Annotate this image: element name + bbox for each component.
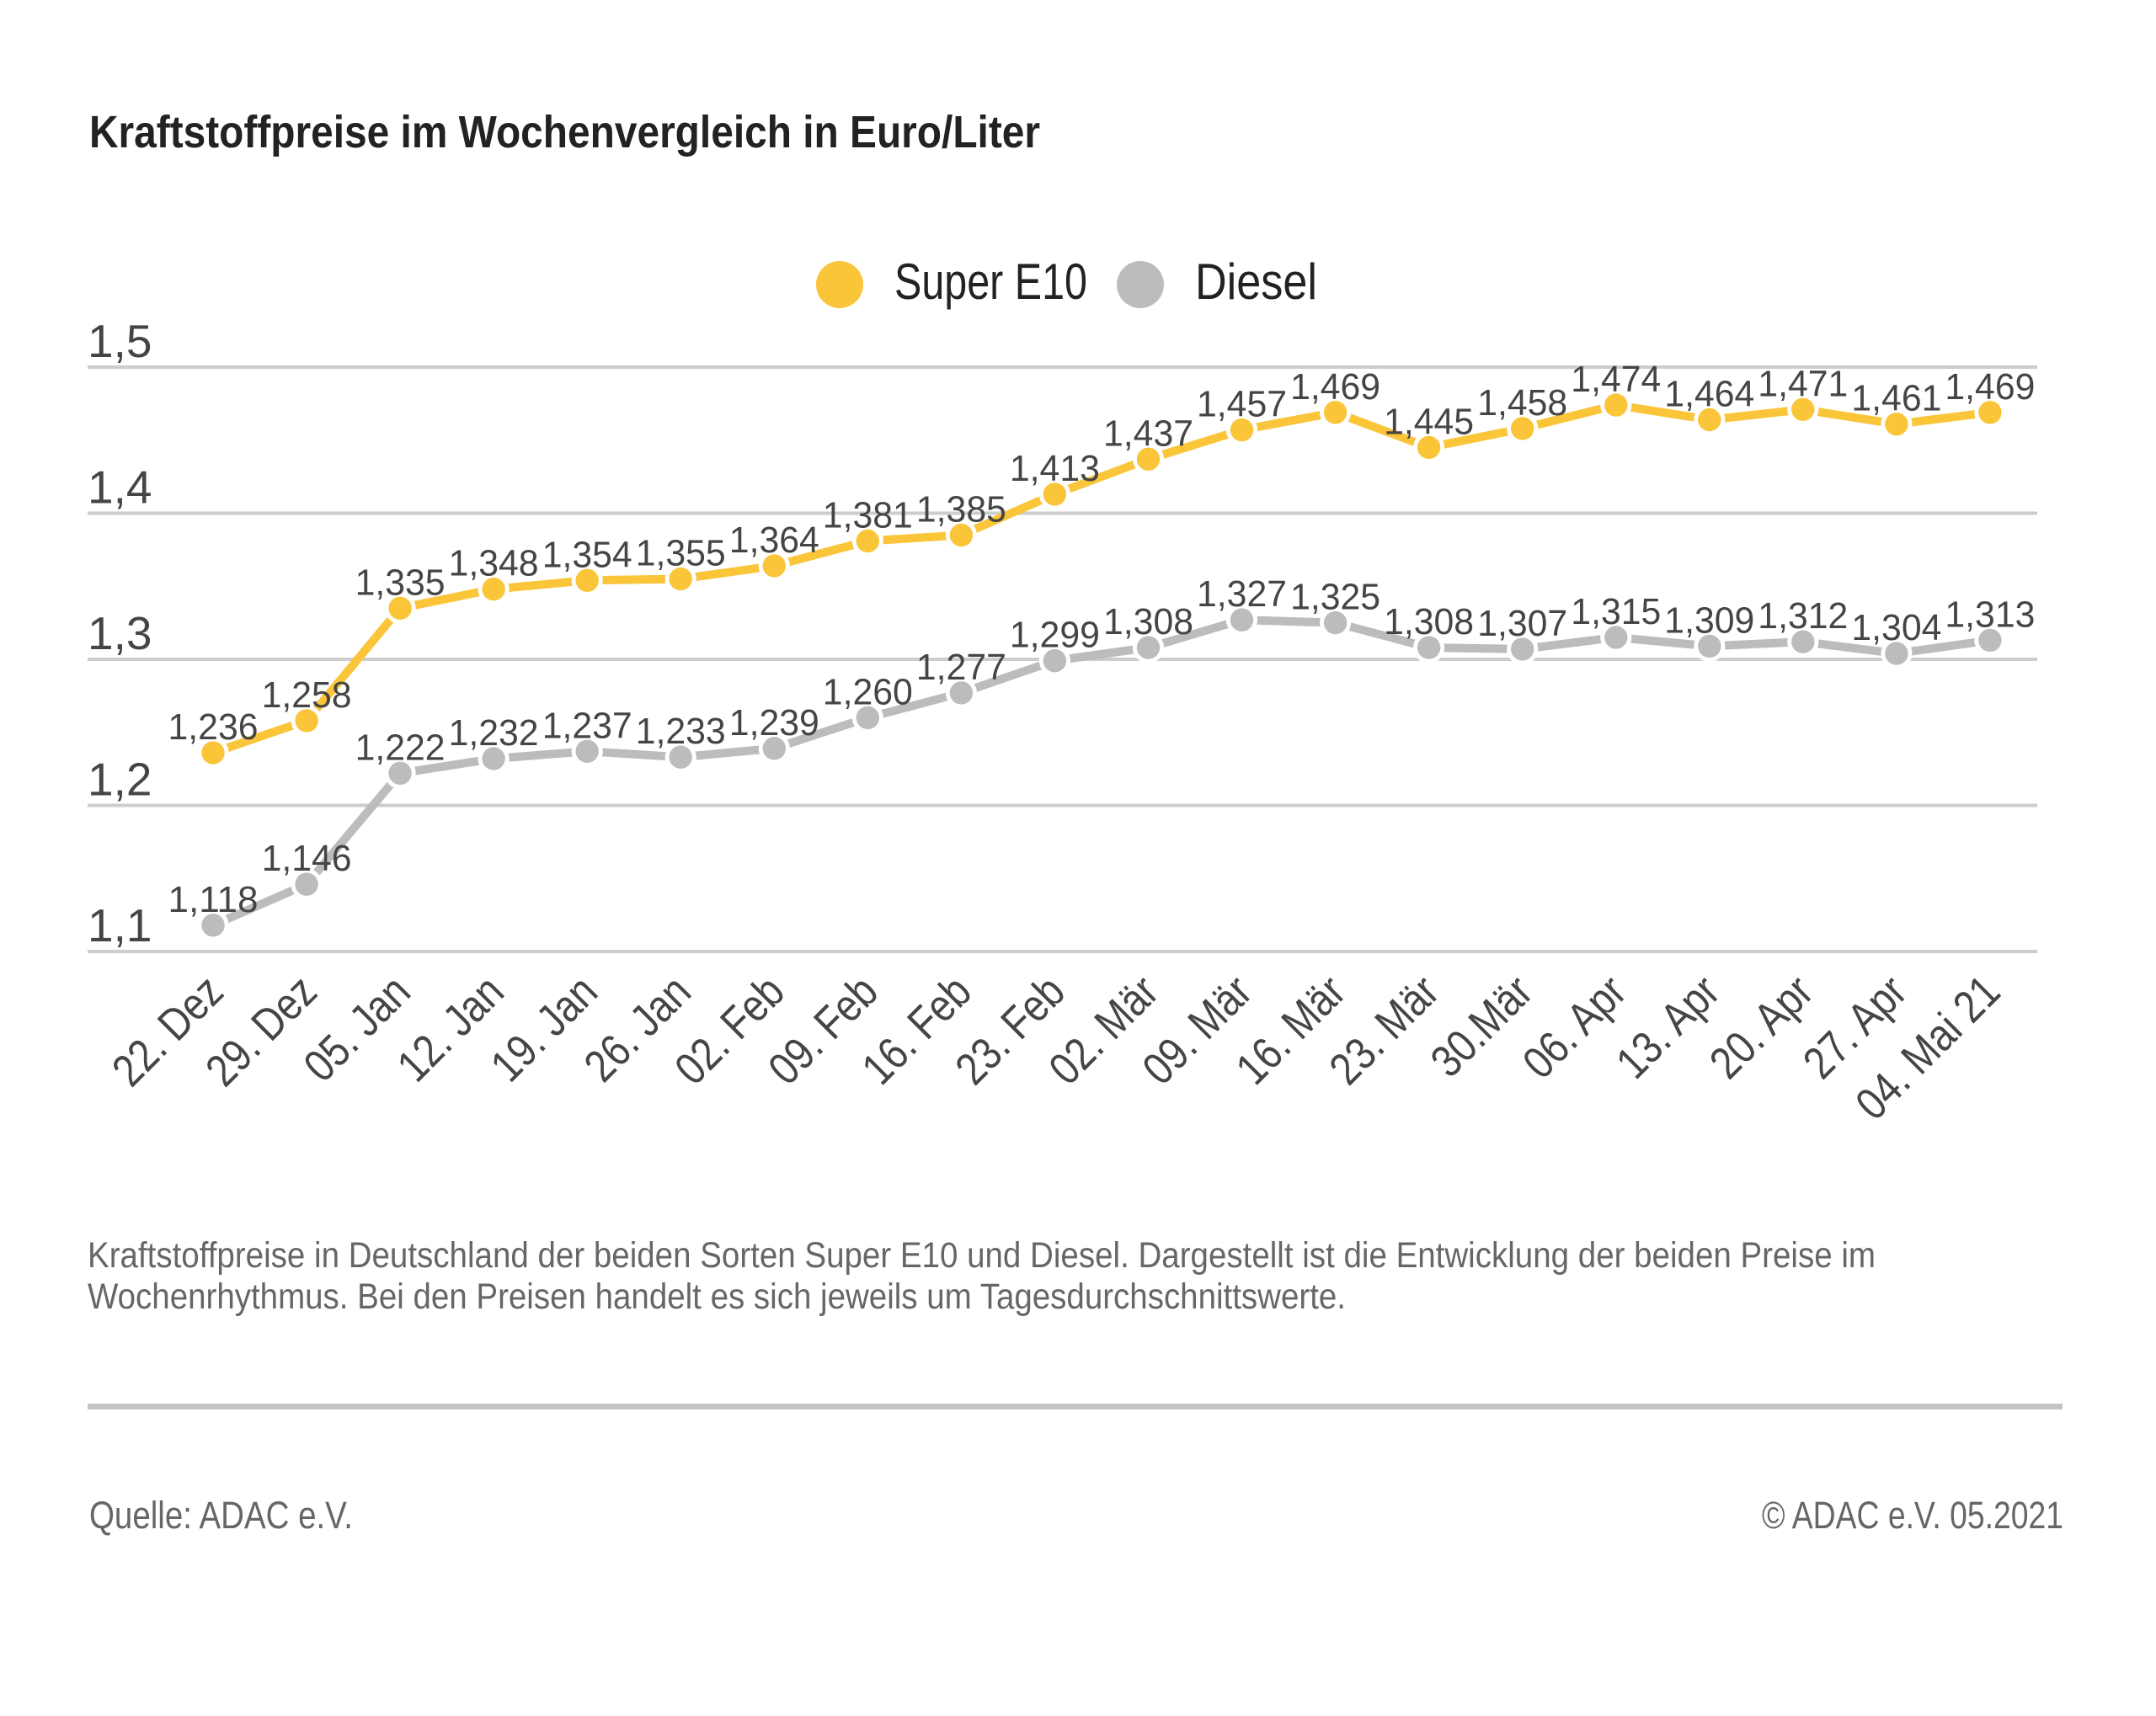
svg-text:1,304: 1,304: [1851, 607, 1941, 648]
svg-text:1,437: 1,437: [1103, 413, 1193, 454]
svg-text:1,471: 1,471: [1758, 363, 1848, 404]
svg-text:1,381: 1,381: [823, 495, 913, 536]
svg-text:1,445: 1,445: [1384, 401, 1474, 442]
svg-text:Kraftstoffpreise in Deutschlan: Kraftstoffpreise in Deutschland der beid…: [88, 1235, 1876, 1276]
svg-text:1,348: 1,348: [449, 543, 539, 584]
svg-text:Quelle: ADAC e.V.: Quelle: ADAC e.V.: [89, 1494, 353, 1537]
svg-text:1,146: 1,146: [262, 838, 352, 879]
svg-text:1,469: 1,469: [1945, 366, 2035, 408]
svg-text:1,355: 1,355: [636, 533, 726, 574]
svg-text:1,458: 1,458: [1477, 382, 1567, 424]
svg-text:1,469: 1,469: [1290, 366, 1380, 408]
svg-text:1,307: 1,307: [1477, 603, 1567, 644]
svg-text:1,335: 1,335: [355, 562, 446, 603]
svg-text:1,2: 1,2: [88, 754, 152, 806]
svg-text:1,308: 1,308: [1384, 601, 1474, 642]
svg-text:1,5: 1,5: [88, 315, 152, 367]
svg-text:1,260: 1,260: [823, 671, 913, 712]
svg-text:1,239: 1,239: [729, 702, 819, 743]
svg-text:1,385: 1,385: [916, 489, 1006, 530]
svg-text:Diesel: Diesel: [1195, 253, 1317, 310]
svg-text:1,277: 1,277: [916, 647, 1006, 688]
svg-text:1,232: 1,232: [449, 712, 539, 754]
svg-text:1,237: 1,237: [542, 705, 632, 746]
svg-text:1,233: 1,233: [636, 711, 726, 752]
svg-text:Super E10: Super E10: [894, 253, 1087, 310]
svg-text:1,327: 1,327: [1197, 573, 1287, 615]
svg-text:1,315: 1,315: [1571, 591, 1661, 632]
svg-text:© ADAC e.V. 05.2021: © ADAC e.V. 05.2021: [1762, 1494, 2063, 1537]
svg-text:1,354: 1,354: [542, 534, 632, 575]
svg-text:Wochenrhythmus. Bei den Preise: Wochenrhythmus. Bei den Preisen handelt …: [88, 1276, 1346, 1317]
svg-text:1,325: 1,325: [1290, 577, 1380, 618]
svg-text:1,312: 1,312: [1758, 595, 1848, 637]
svg-text:1,1: 1,1: [88, 899, 152, 951]
svg-text:1,236: 1,236: [168, 706, 259, 748]
svg-text:1,461: 1,461: [1851, 378, 1941, 419]
svg-text:1,258: 1,258: [262, 674, 352, 716]
svg-text:1,364: 1,364: [729, 520, 819, 561]
svg-text:1,413: 1,413: [1010, 448, 1100, 489]
svg-text:1,4: 1,4: [88, 461, 152, 514]
svg-text:1,474: 1,474: [1571, 359, 1661, 400]
svg-text:1,118: 1,118: [168, 879, 259, 920]
svg-text:1,464: 1,464: [1664, 374, 1754, 415]
svg-text:1,313: 1,313: [1945, 594, 2035, 635]
svg-text:1,299: 1,299: [1010, 615, 1100, 656]
svg-text:Kraftstoffpreise im Wochenverg: Kraftstoffpreise im Wochenvergleich in E…: [89, 107, 1040, 157]
svg-text:1,457: 1,457: [1197, 384, 1287, 425]
svg-text:1,3: 1,3: [88, 607, 152, 659]
svg-text:1,222: 1,222: [355, 727, 446, 768]
svg-text:1,308: 1,308: [1103, 601, 1193, 642]
svg-text:1,309: 1,309: [1664, 600, 1754, 641]
